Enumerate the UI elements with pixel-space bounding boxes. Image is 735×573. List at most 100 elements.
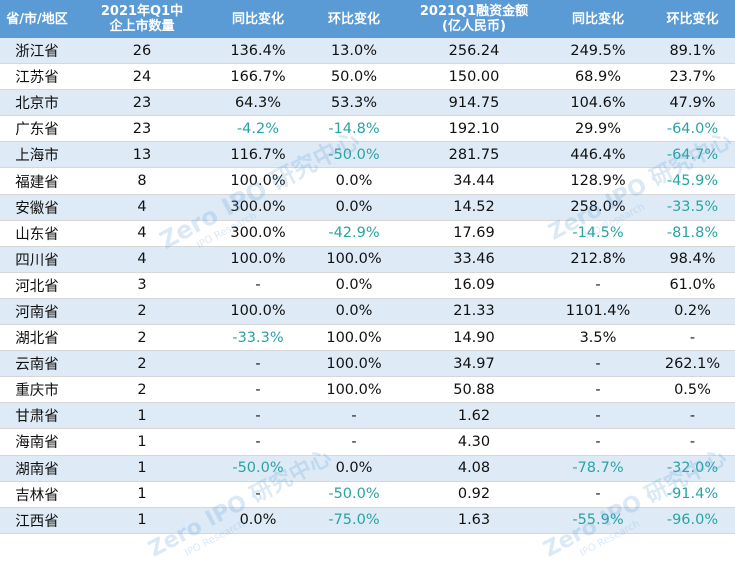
financing-amount-cell: 192.10: [402, 115, 546, 143]
financing-amount-cell: 281.75: [402, 141, 546, 169]
amount-yoy-cell: -: [546, 481, 650, 508]
province-cell: 上海市: [0, 141, 74, 169]
count-qoq-cell: -50.0%: [306, 481, 402, 508]
count-yoy-cell: 0.0%: [210, 507, 306, 534]
amount-yoy-cell: 249.5%: [546, 38, 650, 65]
count-yoy-cell: 64.3%: [210, 89, 306, 117]
count-qoq-cell: 53.3%: [306, 89, 402, 117]
ipo-count-cell: 2: [74, 350, 210, 378]
count-qoq-cell: -14.8%: [306, 115, 402, 143]
count-qoq-cell: 50.0%: [306, 63, 402, 91]
count-yoy-cell: -4.2%: [210, 115, 306, 143]
province-cell: 甘肃省: [0, 402, 74, 430]
count-yoy-cell: -: [210, 350, 306, 378]
amount-yoy-cell: -: [546, 376, 650, 404]
amount-qoq-cell: 47.9%: [650, 89, 735, 117]
count-yoy-cell: -33.3%: [210, 324, 306, 352]
financing-amount-cell: 256.24: [402, 38, 546, 65]
header-amount-yoy: 同比变化: [546, 0, 650, 38]
table-row: 安徽省 4 300.0% 0.0% 14.52 258.0% -33.5%: [0, 194, 735, 221]
amount-qoq-cell: -32.0%: [650, 455, 735, 482]
ipo-count-cell: 2: [74, 298, 210, 326]
header-financing-amount: 2021Q1融资金额 (亿人民币): [402, 0, 546, 38]
amount-yoy-cell: -: [546, 350, 650, 378]
count-qoq-cell: 100.0%: [306, 376, 402, 404]
amount-yoy-cell: 212.8%: [546, 246, 650, 273]
count-yoy-cell: 300.0%: [210, 194, 306, 221]
province-cell: 山东省: [0, 220, 74, 247]
amount-qoq-cell: 61.0%: [650, 272, 735, 299]
ipo-count-cell: 23: [74, 115, 210, 143]
header-province: 省/市/地区: [0, 0, 74, 38]
count-qoq-cell: -50.0%: [306, 141, 402, 169]
count-qoq-cell: 100.0%: [306, 324, 402, 352]
amount-yoy-cell: -14.5%: [546, 220, 650, 247]
amount-qoq-cell: -64.0%: [650, 115, 735, 143]
amount-yoy-cell: 1101.4%: [546, 298, 650, 326]
count-yoy-cell: 100.0%: [210, 246, 306, 273]
financing-amount-cell: 34.97: [402, 350, 546, 378]
count-yoy-cell: -: [210, 481, 306, 508]
ipo-count-cell: 1: [74, 402, 210, 430]
ipo-count-cell: 4: [74, 194, 210, 221]
province-cell: 河北省: [0, 272, 74, 299]
province-cell: 河南省: [0, 298, 74, 326]
province-cell: 安徽省: [0, 194, 74, 221]
amount-yoy-cell: -: [546, 402, 650, 430]
province-cell: 湖北省: [0, 324, 74, 352]
province-cell: 江西省: [0, 507, 74, 534]
amount-yoy-cell: -: [546, 272, 650, 299]
table-row: 山东省 4 300.0% -42.9% 17.69 -14.5% -81.8%: [0, 220, 735, 247]
table-row: 云南省 2-100.0% 34.97-262.1%: [0, 350, 735, 378]
amount-yoy-cell: -55.9%: [546, 507, 650, 534]
financing-amount-cell: 17.69: [402, 220, 546, 247]
count-yoy-cell: 116.7%: [210, 141, 306, 169]
table-row: 上海市 13 116.7% -50.0% 281.75 446.4% -64.7%: [0, 141, 735, 169]
amount-qoq-cell: -: [650, 324, 735, 352]
amount-qoq-cell: 23.7%: [650, 63, 735, 91]
count-yoy-cell: 166.7%: [210, 63, 306, 91]
count-yoy-cell: -: [210, 428, 306, 456]
amount-qoq-cell: -45.9%: [650, 167, 735, 195]
ipo-count-cell: 23: [74, 89, 210, 117]
province-cell: 海南省: [0, 428, 74, 456]
amount-qoq-cell: -96.0%: [650, 507, 735, 534]
count-qoq-cell: -: [306, 402, 402, 430]
financing-amount-cell: 1.63: [402, 507, 546, 534]
financing-amount-cell: 34.44: [402, 167, 546, 195]
financing-amount-cell: 914.75: [402, 89, 546, 117]
amount-qoq-cell: 0.5%: [650, 376, 735, 404]
amount-qoq-cell: 98.4%: [650, 246, 735, 273]
amount-yoy-cell: 29.9%: [546, 115, 650, 143]
province-cell: 吉林省: [0, 481, 74, 508]
province-cell: 四川省: [0, 246, 74, 273]
count-yoy-cell: -: [210, 376, 306, 404]
header-count-qoq: 环比变化: [306, 0, 402, 38]
table-row: 福建省 8 100.0% 0.0% 34.44 128.9% -45.9%: [0, 167, 735, 195]
count-qoq-cell: 13.0%: [306, 38, 402, 65]
ipo-count-cell: 1: [74, 428, 210, 456]
header-row: 省/市/地区 2021年Q1中 企上市数量 同比变化 环比变化 2021Q1融资金…: [0, 0, 735, 38]
ipo-count-cell: 2: [74, 324, 210, 352]
count-qoq-cell: -75.0%: [306, 507, 402, 534]
financing-amount-cell: 0.92: [402, 481, 546, 508]
count-qoq-cell: 100.0%: [306, 246, 402, 273]
table-row: 湖北省 2 -33.3% 100.0% 14.90 3.5% -: [0, 324, 735, 352]
count-qoq-cell: 0.0%: [306, 298, 402, 326]
province-cell: 湖南省: [0, 455, 74, 482]
count-qoq-cell: 0.0%: [306, 455, 402, 482]
province-cell: 北京市: [0, 89, 74, 117]
ipo-count-cell: 8: [74, 167, 210, 195]
ipo-count-cell: 3: [74, 272, 210, 299]
count-yoy-cell: 300.0%: [210, 220, 306, 247]
header-count-yoy: 同比变化: [210, 0, 306, 38]
table-row: 海南省 1- -4.30- -: [0, 428, 735, 456]
count-qoq-cell: 0.0%: [306, 272, 402, 299]
header-amount-qoq: 环比变化: [650, 0, 735, 38]
ipo-count-cell: 24: [74, 63, 210, 91]
amount-qoq-cell: 89.1%: [650, 38, 735, 65]
count-qoq-cell: 0.0%: [306, 167, 402, 195]
table-row: 江西省 1 0.0% -75.0% 1.63 -55.9% -96.0%: [0, 507, 735, 534]
count-yoy-cell: 100.0%: [210, 298, 306, 326]
amount-yoy-cell: 104.6%: [546, 89, 650, 117]
